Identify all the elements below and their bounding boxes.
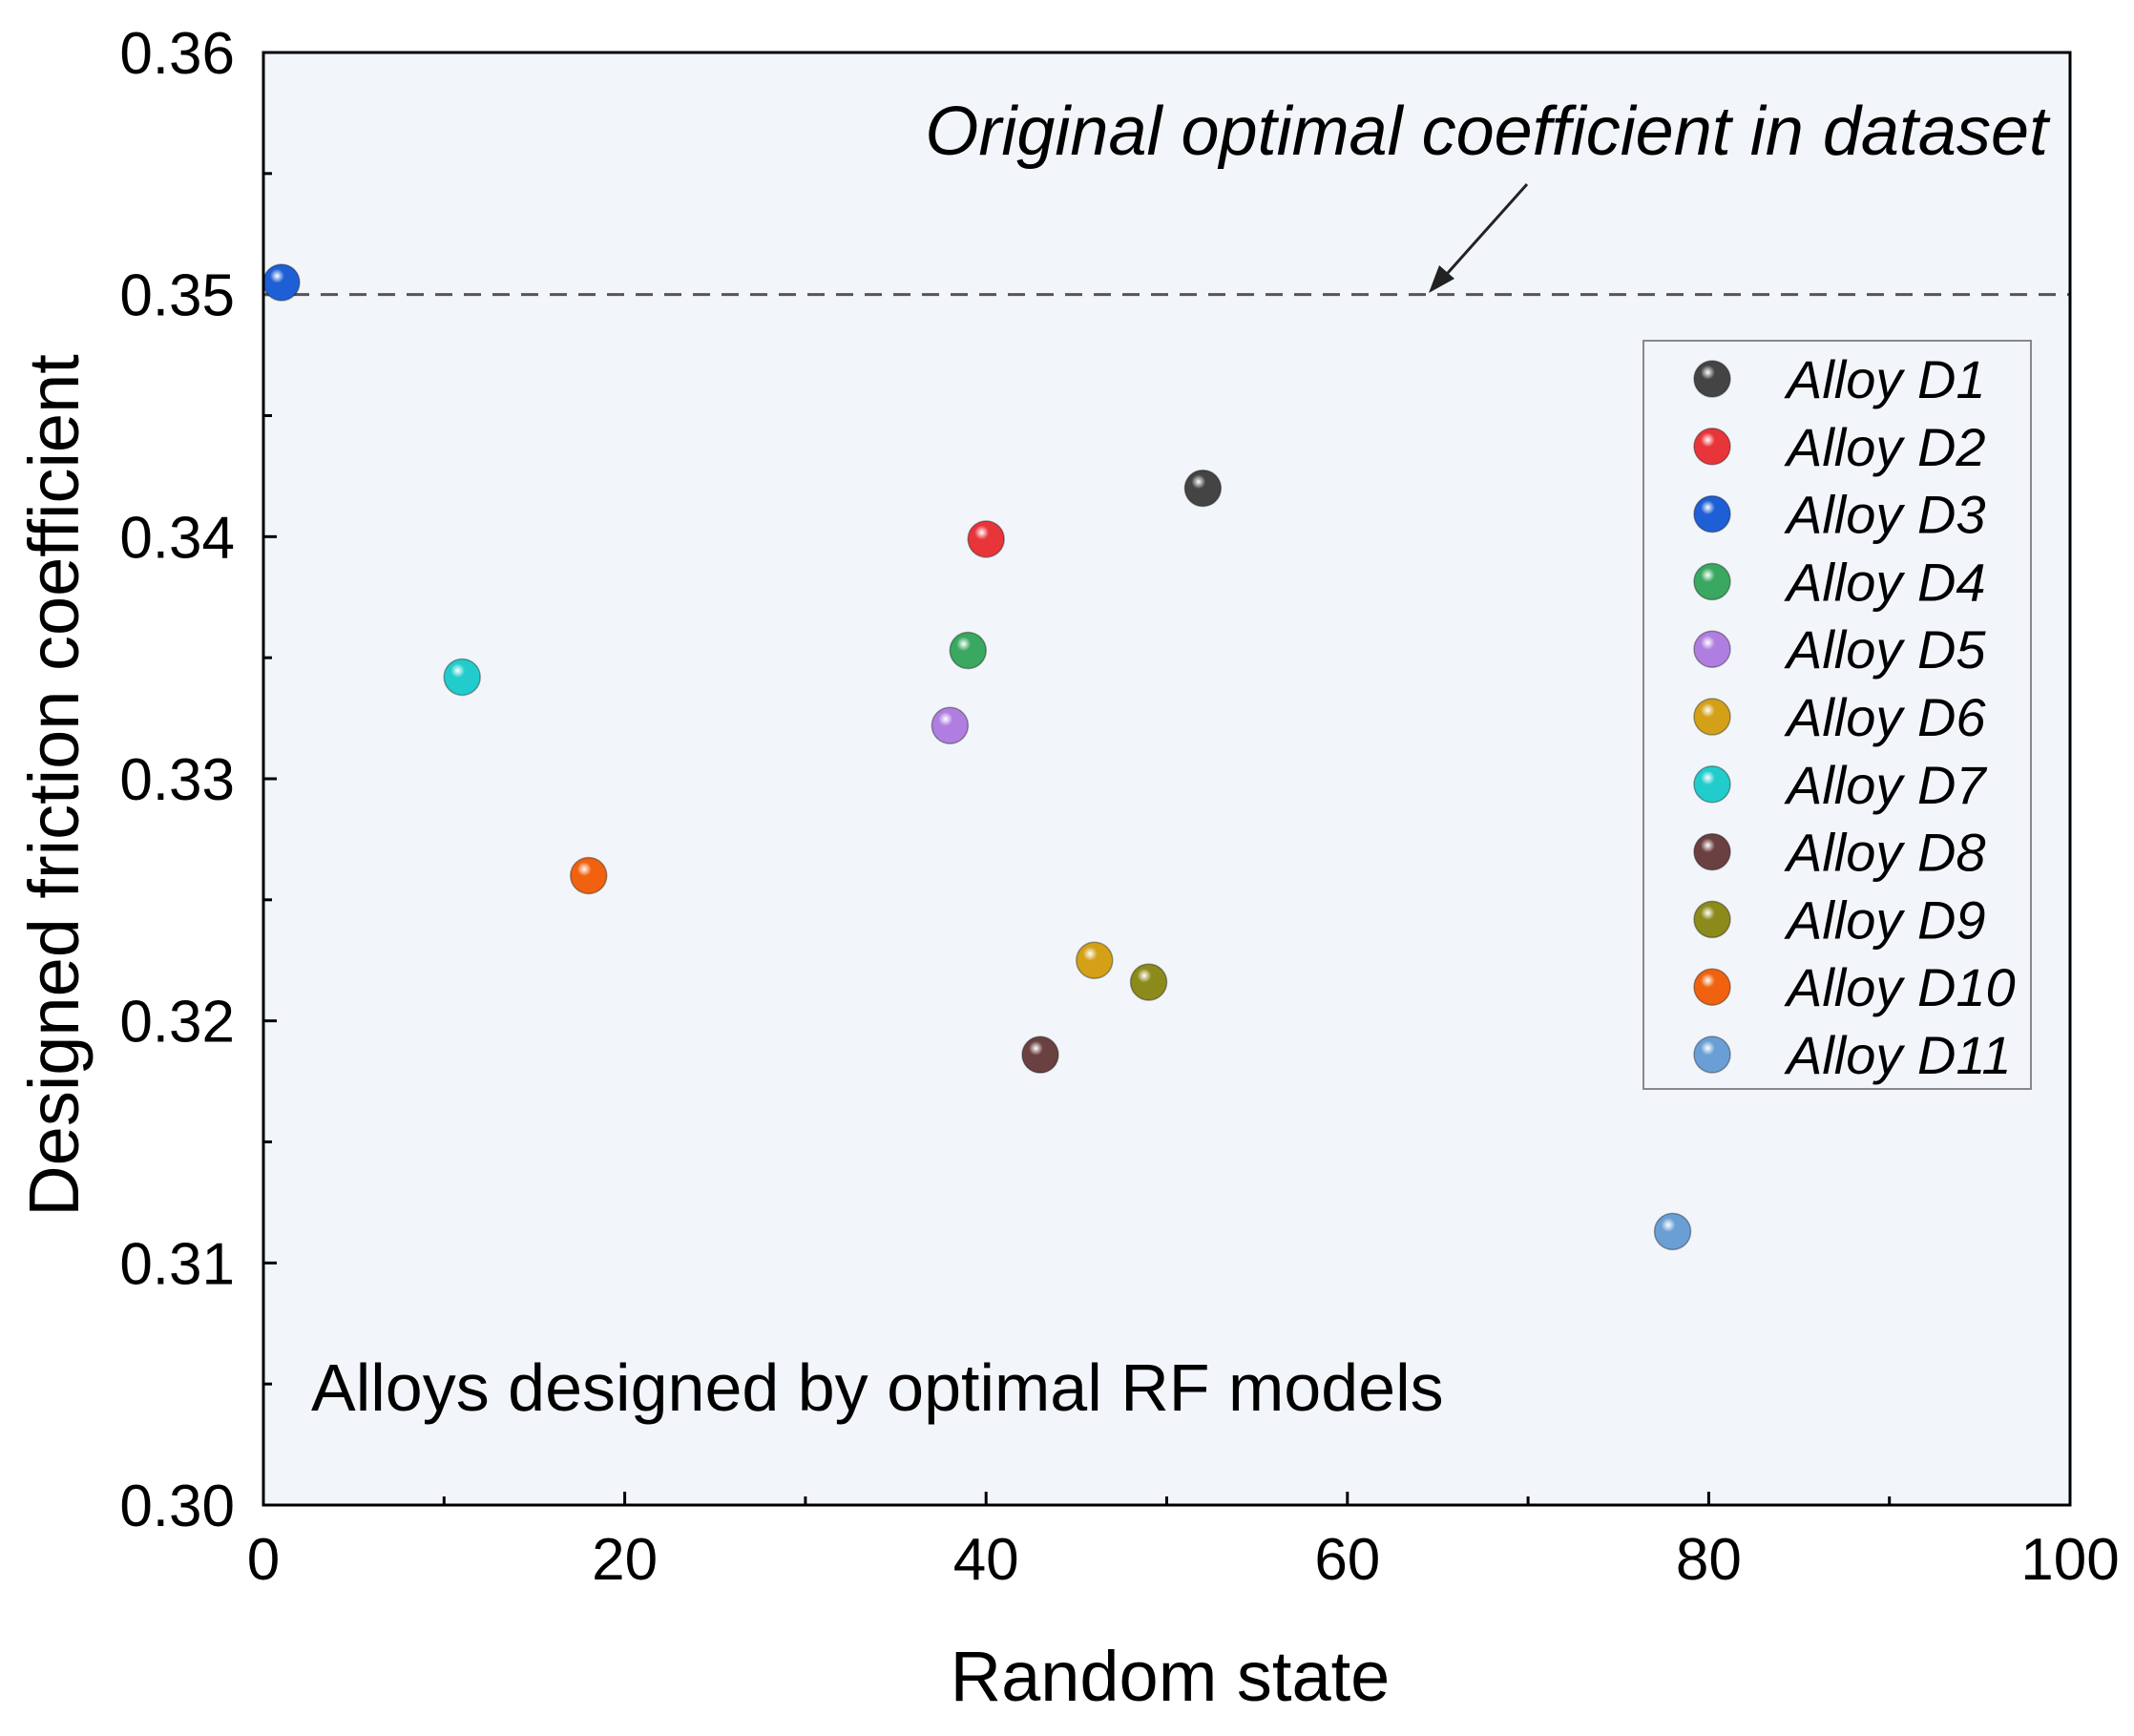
point-alloy-d5 <box>931 706 970 744</box>
annotation-original-optimal: Original optimal coefficient in dataset <box>925 94 2051 170</box>
legend-marker-alloy-d3 <box>1693 494 1731 533</box>
point-alloy-d10 <box>569 856 608 895</box>
x-tick-label: 40 <box>953 1527 1019 1593</box>
y-tick-label: 0.35 <box>119 263 235 329</box>
data-points <box>262 263 1692 1251</box>
axis-ticks: 0.30 0.31 0.32 0.33 0.34 0.35 0.36 0 20 40 60 80 100 <box>119 21 2119 1593</box>
point-alloy-d8 <box>1021 1035 1059 1074</box>
x-tick-label: 80 <box>1676 1527 1742 1593</box>
y-tick-label: 0.30 <box>119 1474 235 1539</box>
legend-marker-alloy-d2 <box>1693 428 1731 466</box>
x-tick-label: 0 <box>247 1527 280 1593</box>
point-alloy-d9 <box>1129 963 1168 1001</box>
x-axis-title: Random state <box>951 1637 1391 1716</box>
legend-marker-alloy-d8 <box>1693 832 1731 871</box>
legend-label-alloy-d3: Alloy D3 <box>1784 485 1986 545</box>
legend-marker-alloy-d9 <box>1693 900 1731 939</box>
point-alloy-d2 <box>967 520 1005 558</box>
x-tick-label: 100 <box>2020 1527 2119 1593</box>
y-axis-title: Designed friction coefficient <box>14 354 94 1217</box>
legend-marker-alloy-d10 <box>1693 968 1731 1006</box>
y-tick-label: 0.32 <box>119 990 235 1056</box>
annotation-rf-models: Alloys designed by optimal RF models <box>311 1350 1444 1425</box>
point-alloy-d1 <box>1183 469 1223 508</box>
legend-label-alloy-d4: Alloy D4 <box>1784 552 1986 612</box>
point-alloy-d3 <box>262 263 301 302</box>
y-tick-label: 0.36 <box>119 21 235 87</box>
point-alloy-d7 <box>443 658 481 697</box>
y-tick-label: 0.31 <box>119 1231 235 1297</box>
legend-marker-alloy-d7 <box>1693 765 1731 804</box>
point-alloy-d11 <box>1653 1212 1692 1251</box>
legend-label-alloy-d5: Alloy D5 <box>1784 619 1986 680</box>
legend-label-alloy-d7: Alloy D7 <box>1784 755 1987 815</box>
y-tick-label: 0.34 <box>119 505 235 571</box>
legend-label-alloy-d9: Alloy D9 <box>1784 889 1986 950</box>
point-alloy-d6 <box>1076 941 1114 979</box>
legend-marker-alloy-d5 <box>1693 630 1731 668</box>
legend-label-alloy-d6: Alloy D6 <box>1784 687 1986 747</box>
point-alloy-d4 <box>949 631 988 670</box>
legend-label-alloy-d1: Alloy D1 <box>1784 349 1986 409</box>
legend-label-alloy-d2: Alloy D2 <box>1784 417 1986 477</box>
annotation-arrow-head <box>1429 265 1454 293</box>
legend: Alloy D1 Alloy D2 Alloy D3 Alloy D4 Alloy D5… <box>1642 340 2032 1090</box>
legend-label-alloy-d8: Alloy D8 <box>1784 823 1986 883</box>
legend-marker-alloy-d6 <box>1693 698 1731 736</box>
plot-frame <box>262 51 2072 1507</box>
legend-marker-alloy-d1 <box>1693 360 1731 398</box>
legend-marker-alloy-d11 <box>1693 1035 1731 1074</box>
x-tick-label: 20 <box>592 1527 658 1593</box>
annotation-arrow-line <box>1437 183 1529 283</box>
legend-marker-alloy-d4 <box>1693 562 1731 601</box>
x-tick-label: 60 <box>1314 1527 1380 1593</box>
y-tick-label: 0.33 <box>119 747 235 813</box>
legend-label-alloy-d10: Alloy D10 <box>1784 957 2016 1017</box>
legend-label-alloy-d11: Alloy D11 <box>1784 1025 2012 1085</box>
